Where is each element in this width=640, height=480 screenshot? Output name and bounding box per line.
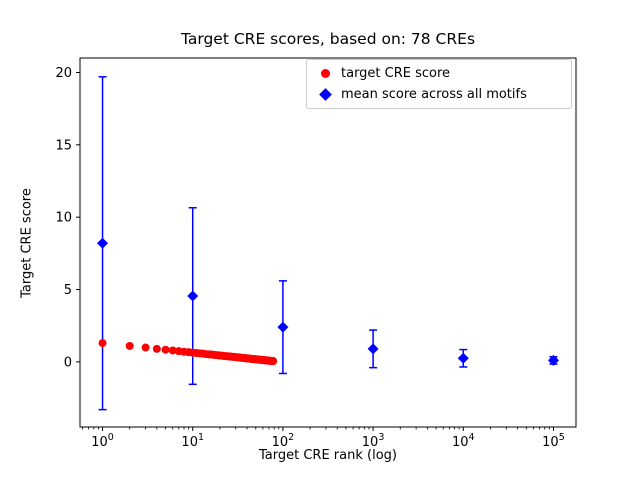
x-tick-label: 104 bbox=[452, 432, 475, 450]
x-tick-label: 105 bbox=[542, 432, 565, 450]
plot-data bbox=[97, 76, 559, 411]
legend-entry-target-cre-score: target CRE score bbox=[307, 63, 571, 84]
legend-label-target-cre-score: target CRE score bbox=[341, 65, 451, 81]
circle-point bbox=[269, 357, 278, 366]
y-tick-label: 0 bbox=[64, 355, 72, 370]
diamond-point bbox=[547, 354, 559, 366]
diamond-point bbox=[187, 290, 199, 302]
diamond-point bbox=[277, 321, 289, 333]
x-tick-label: 102 bbox=[272, 432, 295, 450]
series-diamond bbox=[97, 76, 559, 411]
circle-point bbox=[125, 341, 134, 350]
x-axis-label: Target CRE rank (log) bbox=[259, 448, 397, 463]
x-tick-label: 103 bbox=[362, 432, 385, 450]
blue-diamond-marker-icon bbox=[319, 88, 332, 102]
legend-entry-mean-score: mean score across all motifs bbox=[307, 84, 571, 105]
y-tick-label: 20 bbox=[55, 66, 72, 81]
diamond-point bbox=[97, 237, 109, 249]
red-circle-marker-icon bbox=[321, 68, 330, 78]
x-tick-label: 101 bbox=[181, 432, 204, 450]
axes-frame bbox=[79, 57, 577, 428]
circle-point bbox=[98, 339, 107, 348]
diamond-point bbox=[457, 352, 469, 364]
circle-point bbox=[141, 343, 150, 352]
axis-ticks: 100 101 102 103 104 105 0 5 10 15 20 bbox=[55, 66, 564, 450]
circle-point bbox=[168, 346, 177, 355]
chart-title: Target CRE scores, based on: 78 CREs bbox=[180, 30, 476, 48]
circle-point bbox=[152, 344, 161, 353]
x-tick-label: 100 bbox=[91, 432, 114, 450]
circle-point bbox=[161, 345, 170, 354]
diamond-point bbox=[367, 343, 379, 355]
y-axis-label: Target CRE score bbox=[19, 188, 35, 298]
legend: target CRE score mean score across all m… bbox=[306, 59, 572, 109]
series-circle bbox=[98, 339, 278, 366]
plot-background bbox=[80, 58, 576, 427]
legend-label-mean-score: mean score across all motifs bbox=[341, 87, 527, 103]
y-tick-label: 5 bbox=[64, 283, 72, 298]
y-tick-label: 15 bbox=[55, 138, 72, 153]
y-tick-label: 10 bbox=[55, 211, 72, 226]
